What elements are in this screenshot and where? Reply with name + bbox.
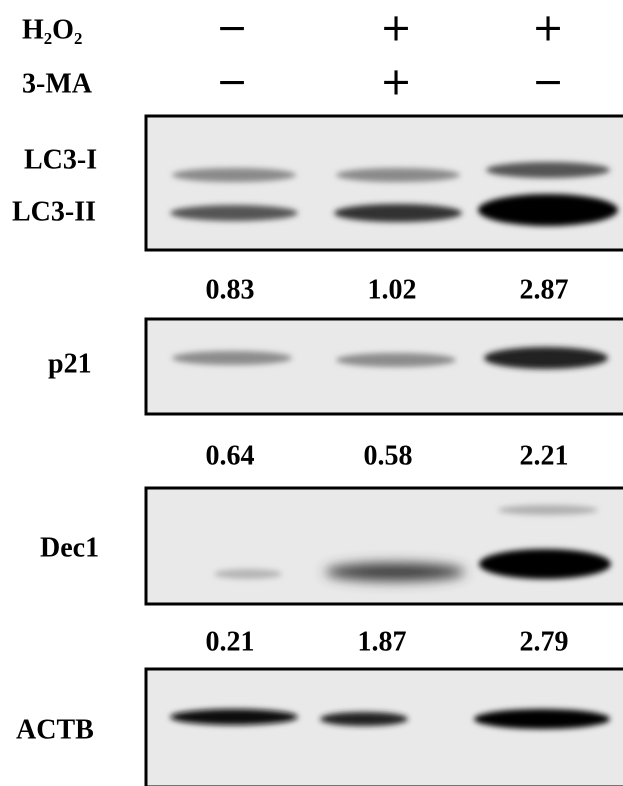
bands	[170, 709, 610, 729]
quantification: 2.87	[520, 274, 569, 305]
quantification: 0.21	[206, 626, 255, 657]
quantification: 0.83	[206, 274, 255, 305]
bands	[170, 162, 618, 226]
quantification: 1.87	[358, 626, 407, 657]
treatment-label: 3-MA	[22, 68, 93, 99]
treatment-label: H₂O₂	[22, 14, 82, 45]
band-label: p21	[48, 348, 92, 379]
quantification: 2.21	[520, 440, 569, 471]
treatment-sign: +	[532, 6, 564, 50]
treatment-sign: −	[532, 60, 564, 104]
bands	[214, 505, 611, 581]
band-label: LC3-I	[24, 144, 97, 175]
treatment-sign: +	[380, 60, 412, 104]
band-label: LC3-II	[12, 196, 96, 227]
blot-panel	[144, 114, 623, 252]
band-label: Dec1	[40, 532, 99, 563]
quantification: 2.79	[520, 626, 569, 657]
bands	[172, 347, 608, 369]
band-label: ACTB	[16, 714, 94, 745]
quantification: 1.02	[368, 274, 417, 305]
treatment-sign: −	[216, 6, 248, 50]
treatment-sign: −	[216, 60, 248, 104]
treatment-sign: +	[380, 6, 412, 50]
quantification: 0.58	[364, 440, 413, 471]
quantification: 0.64	[206, 440, 255, 471]
